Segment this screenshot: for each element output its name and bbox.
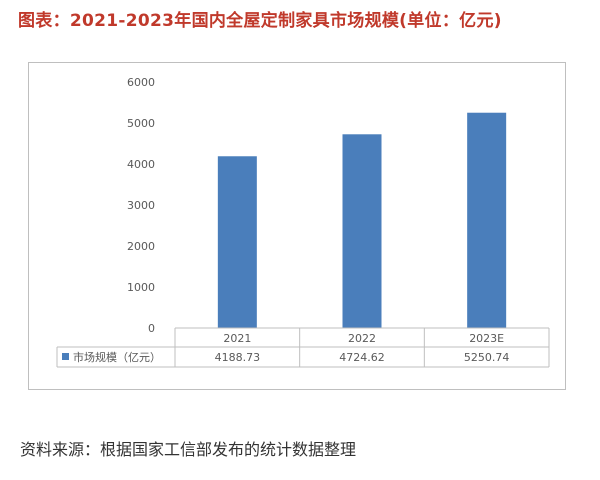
x-tick-label: 2022 (348, 332, 376, 345)
bar-chart: 0 1000 2000 3000 4000 5000 6000 2021 4188.73 2022… (56, 76, 550, 368)
data-label: 4724.62 (339, 351, 385, 364)
y-tick-label: 2000 (127, 240, 155, 253)
y-tick-label: 6000 (127, 76, 155, 89)
x-tick-label: 2021 (223, 332, 251, 345)
chart-title: 图表：2021-2023年国内全屋定制家具市场规模(单位：亿元) (18, 11, 502, 31)
data-label: 4188.73 (215, 351, 260, 364)
bar (217, 156, 257, 328)
bar (342, 134, 382, 328)
y-tick-label: 0 (148, 322, 155, 335)
source-note: 资料来源：根据国家工信部发布的统计数据整理 (20, 440, 357, 459)
bar (467, 112, 507, 328)
y-tick-label: 4000 (127, 158, 155, 171)
legend-label: 市场规模（亿元） (73, 350, 161, 364)
y-tick-label: 5000 (127, 117, 155, 130)
legend-swatch (62, 353, 69, 360)
y-tick-label: 3000 (127, 199, 155, 212)
chart-frame: 0 1000 2000 3000 4000 5000 6000 2021 4188.73 2022… (28, 62, 566, 390)
data-label: 5250.74 (464, 351, 510, 364)
x-tick-label: 2023E (469, 332, 504, 345)
y-tick-label: 1000 (127, 281, 155, 294)
